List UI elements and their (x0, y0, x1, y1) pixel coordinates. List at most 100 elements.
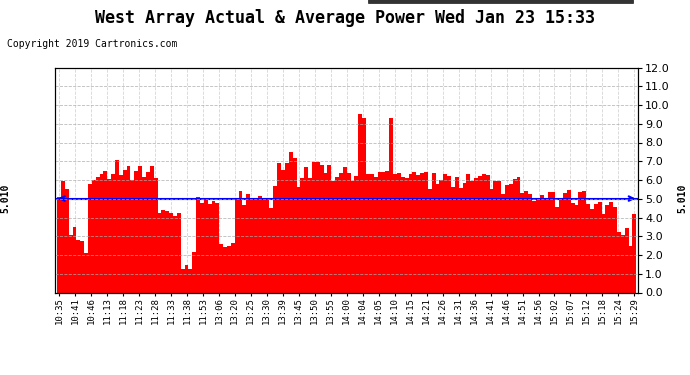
Bar (374, 177, 377, 292)
Bar (316, 162, 319, 292)
Bar (135, 171, 138, 292)
Bar (300, 178, 304, 292)
Bar (370, 174, 374, 292)
Bar (80, 241, 84, 292)
Bar (104, 171, 108, 292)
Bar (416, 175, 420, 292)
Bar (582, 191, 586, 292)
Bar (77, 240, 80, 292)
Bar (571, 203, 575, 292)
Bar (474, 178, 478, 292)
Bar (617, 232, 621, 292)
Bar (72, 228, 77, 292)
Bar (563, 193, 566, 292)
Bar (254, 200, 258, 292)
Bar (362, 118, 366, 292)
Bar (420, 173, 424, 292)
Bar (490, 189, 493, 292)
Text: West Array Actual & Average Power Wed Jan 23 15:33: West Array Actual & Average Power Wed Ja… (95, 9, 595, 27)
Bar (123, 170, 127, 292)
Bar (366, 174, 370, 292)
Bar (231, 243, 235, 292)
Bar (285, 163, 289, 292)
Bar (61, 181, 65, 292)
Bar (223, 247, 227, 292)
Bar (594, 204, 598, 292)
Bar (590, 209, 594, 292)
Bar (293, 158, 297, 292)
Bar (529, 194, 532, 292)
Bar (435, 184, 440, 292)
Bar (393, 174, 397, 292)
Bar (297, 188, 300, 292)
Bar (138, 166, 142, 292)
Bar (459, 188, 462, 292)
Bar (397, 173, 401, 292)
Bar (443, 174, 447, 292)
Bar (328, 165, 331, 292)
Bar (517, 177, 520, 292)
Bar (246, 194, 250, 292)
Bar (239, 191, 242, 292)
Bar (455, 177, 459, 292)
Bar (339, 173, 343, 292)
Bar (208, 204, 212, 292)
Bar (440, 180, 443, 292)
Bar (250, 200, 254, 292)
Bar (524, 190, 529, 292)
Bar (385, 171, 389, 292)
Bar (513, 180, 517, 292)
Bar (289, 152, 293, 292)
Bar (575, 205, 578, 292)
Bar (215, 203, 219, 292)
Bar (219, 244, 223, 292)
Bar (482, 174, 486, 292)
Bar (509, 184, 513, 292)
Bar (377, 172, 382, 292)
Bar (451, 187, 455, 292)
Bar (173, 216, 177, 292)
Bar (471, 182, 474, 292)
Bar (555, 207, 559, 292)
Bar (235, 200, 239, 292)
Text: 5.010: 5.010 (1, 184, 10, 213)
Bar (96, 177, 99, 292)
Bar (404, 178, 408, 292)
Bar (633, 214, 636, 292)
Bar (165, 211, 169, 292)
Bar (324, 173, 328, 292)
Bar (466, 174, 471, 292)
Bar (621, 235, 624, 292)
Bar (559, 198, 563, 292)
Legend: Average  (DC Watts), West Array  (DC Watts): Average (DC Watts), West Array (DC Watts… (368, 0, 633, 3)
Bar (273, 186, 277, 292)
Bar (493, 182, 497, 292)
Text: Copyright 2019 Cartronics.com: Copyright 2019 Cartronics.com (7, 39, 177, 50)
Bar (57, 197, 61, 292)
Bar (319, 165, 324, 292)
Bar (193, 252, 196, 292)
Bar (566, 190, 571, 292)
Bar (544, 200, 547, 292)
Bar (605, 205, 609, 292)
Bar (331, 181, 335, 292)
Bar (142, 177, 146, 292)
Bar (486, 175, 490, 292)
Bar (111, 174, 115, 292)
Bar (347, 173, 351, 292)
Bar (154, 178, 157, 292)
Bar (312, 162, 316, 292)
Bar (578, 192, 582, 292)
Bar (92, 180, 96, 292)
Bar (389, 118, 393, 292)
Bar (119, 175, 123, 292)
Bar (266, 200, 270, 292)
Bar (351, 181, 355, 292)
Bar (130, 180, 135, 292)
Bar (181, 269, 184, 292)
Bar (447, 176, 451, 292)
Bar (551, 192, 555, 292)
Bar (262, 198, 266, 292)
Bar (277, 163, 281, 292)
Bar (602, 214, 605, 292)
